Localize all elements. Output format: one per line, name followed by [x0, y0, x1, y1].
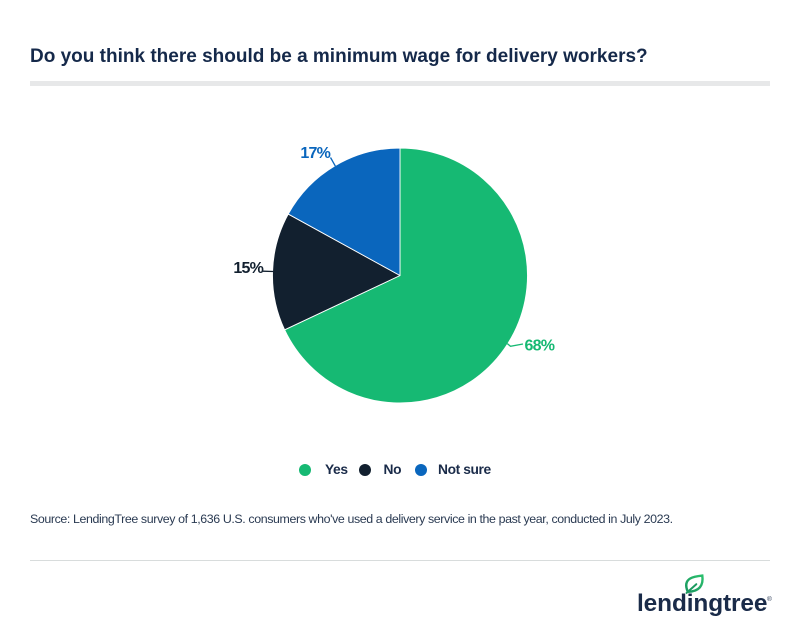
svg-text:15%: 15% — [233, 260, 263, 277]
svg-text:17%: 17% — [300, 145, 330, 162]
svg-text:®: ® — [767, 595, 772, 603]
svg-text:lendingtree: lendingtree — [637, 590, 767, 617]
svg-text:68%: 68% — [525, 338, 555, 355]
